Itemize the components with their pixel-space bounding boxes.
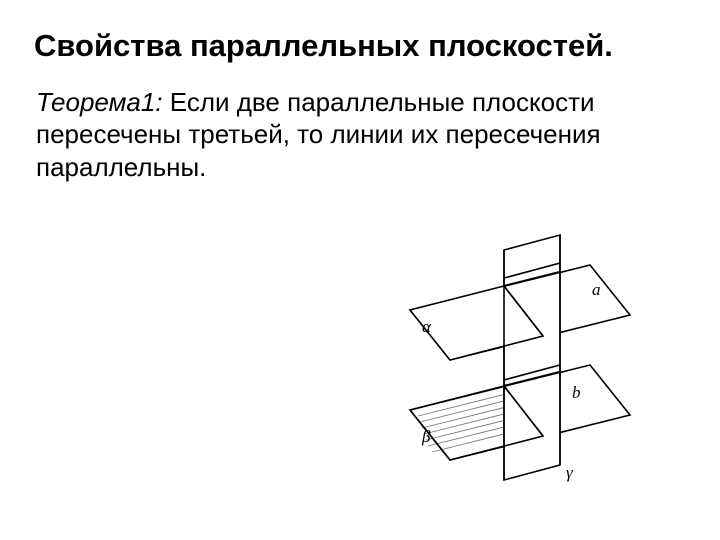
- slide-title: Свойства параллельных плоскостей.: [34, 28, 686, 64]
- label-a: a: [592, 280, 601, 299]
- label-b: b: [572, 383, 581, 402]
- label-gamma: γ: [566, 463, 574, 482]
- theorem-text: Теорема1: Если две параллельные плоскост…: [34, 86, 686, 184]
- planes-diagram: α β γ a b: [380, 220, 670, 500]
- theorem-label: Теорема1:: [36, 87, 163, 117]
- label-beta: β: [421, 427, 431, 446]
- label-alpha: α: [422, 317, 432, 336]
